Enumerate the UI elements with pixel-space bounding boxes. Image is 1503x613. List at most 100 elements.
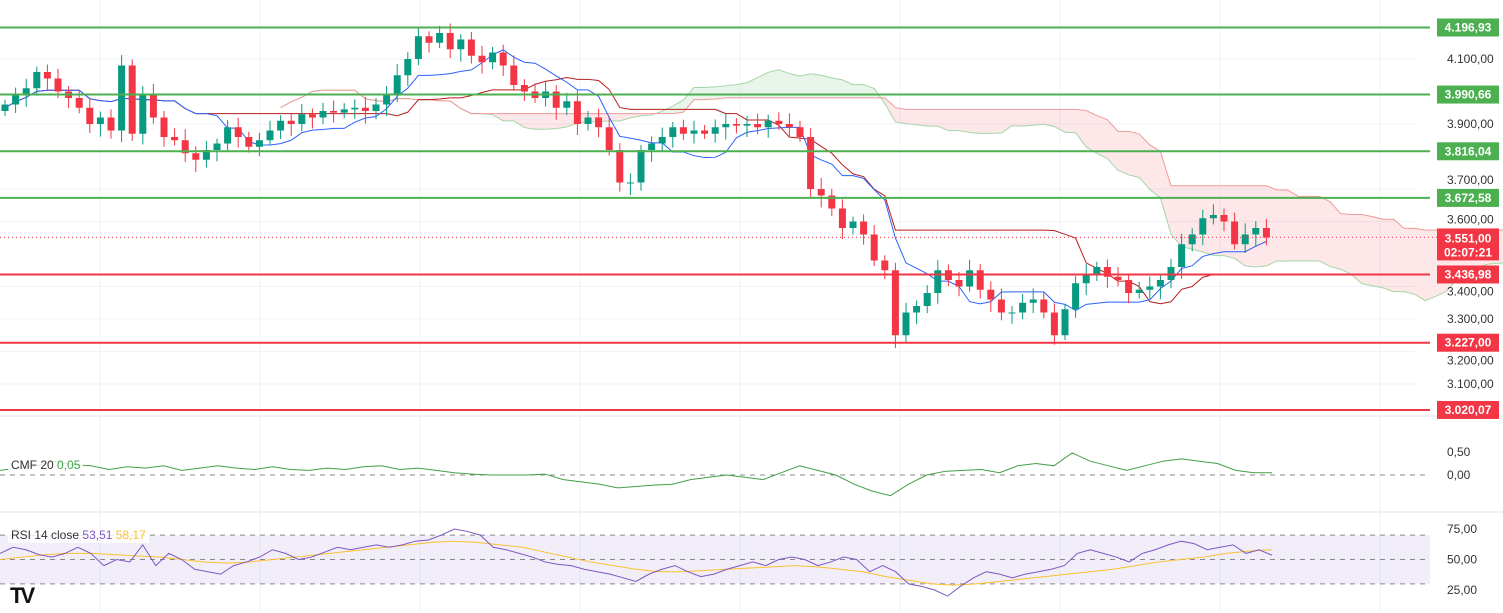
candle-body — [1252, 228, 1260, 235]
ichimoku-cloud-segment — [1234, 185, 1246, 266]
candle-body — [1, 104, 9, 111]
kijun-sen-line — [4, 77, 1267, 305]
candle-body — [149, 94, 157, 118]
ichimoku-cloud-segment — [1383, 219, 1394, 292]
candle-body — [181, 140, 189, 154]
candle-body — [807, 137, 815, 189]
ichimoku-cloud-segment — [842, 79, 853, 98]
candle-body — [351, 107, 359, 110]
candle-body — [1008, 312, 1016, 314]
ichimoku-cloud-segment — [715, 85, 726, 99]
ichimoku-cloud-segment — [1054, 109, 1065, 133]
ichimoku-cloud-segment — [630, 113, 641, 118]
ichimoku-cloud-segment — [1043, 109, 1055, 127]
ichimoku-cloud-segment — [1425, 230, 1436, 301]
ichimoku-cloud-segment — [672, 100, 684, 114]
ichimoku-cloud-segment — [1308, 196, 1320, 261]
rsi-ma-value: 58,17 — [115, 528, 146, 542]
candle-body — [658, 137, 666, 144]
candle-body — [573, 101, 581, 124]
ichimoku-cloud-segment — [1012, 109, 1023, 127]
candle-body — [12, 94, 20, 105]
price-level-label: 3.436,98 — [1445, 267, 1492, 281]
ichimoku-cloud-segment — [1181, 185, 1193, 250]
candle-body — [902, 312, 910, 336]
candle-body — [1188, 234, 1196, 245]
ichimoku-cloud-segment — [927, 109, 938, 127]
ichimoku-cloud-segment — [683, 87, 694, 113]
candle-body — [838, 208, 846, 228]
candle-body — [340, 109, 348, 113]
price-level-label: 3.227,00 — [1445, 336, 1492, 350]
candle-body — [510, 65, 518, 85]
candle-body — [669, 127, 677, 137]
candle-body — [404, 59, 412, 76]
ichimoku-cloud-segment — [1065, 109, 1076, 133]
ichimoku-cloud-segment — [1255, 185, 1267, 267]
price-axis-label: 3.300,00 — [1447, 312, 1494, 326]
price-axis-label: 3.600,00 — [1447, 213, 1494, 227]
ichimoku-cloud-segment — [1499, 230, 1503, 264]
current-price-label: 3.551,00 — [1445, 231, 1492, 245]
senkou-span-a-line — [280, 69, 1503, 302]
candle-body — [245, 137, 253, 147]
ichimoku-cloud-segment — [609, 113, 620, 121]
ichimoku-cloud-segment — [778, 69, 790, 98]
ichimoku-cloud-segment — [906, 109, 917, 125]
candle-body — [764, 120, 772, 128]
cmf-axis-label: 0,00 — [1447, 468, 1471, 482]
candle-body — [1156, 280, 1164, 287]
ichimoku-cloud-segment — [747, 77, 758, 98]
candle-body — [997, 299, 1005, 313]
ichimoku-cloud-segment — [1245, 185, 1256, 267]
cmf-title: CMF 20 — [11, 458, 54, 472]
candle-body — [913, 306, 921, 313]
candle-body — [817, 189, 825, 196]
candle-body — [255, 140, 263, 147]
candle-body — [467, 39, 475, 56]
ichimoku-cloud-segment — [895, 107, 906, 124]
rsi-title: RSI 14 close — [11, 528, 80, 542]
current-price-badge — [1437, 228, 1499, 261]
cmf-legend: CMF 20 0,05 — [8, 457, 84, 473]
price-axis-label: 3.400,00 — [1447, 285, 1494, 299]
candle-body — [489, 52, 497, 63]
candle-body — [1093, 267, 1101, 274]
ichimoku-cloud-segment — [980, 109, 991, 134]
candle-body — [955, 280, 963, 287]
candle-body — [743, 124, 751, 126]
candle-body — [330, 111, 338, 113]
candle-body — [711, 127, 719, 134]
candle-body — [966, 270, 974, 287]
candle-body — [796, 127, 804, 137]
cmf-value: 0,05 — [57, 458, 81, 472]
ichimoku-cloud-segment — [1414, 228, 1426, 301]
price-level-label: 3.990,66 — [1445, 88, 1492, 102]
candle-body — [870, 234, 878, 261]
tenkan-sen-line — [4, 49, 1267, 311]
ichimoku-cloud-segment — [1033, 109, 1044, 126]
ichimoku-cloud-segment — [1107, 119, 1118, 171]
ichimoku-cloud-segment — [1075, 109, 1087, 148]
price-axis-label: 3.100,00 — [1447, 377, 1494, 391]
ichimoku-cloud-segment — [1393, 219, 1405, 292]
candle-body — [277, 120, 285, 131]
rsi-axis-label: 25,00 — [1447, 583, 1477, 597]
candle-body — [1103, 267, 1111, 277]
candle-body — [224, 127, 232, 144]
rsi-legend: RSI 14 close 53,51 58,17 — [8, 527, 149, 543]
candle-body — [881, 260, 889, 271]
ichimoku-cloud-segment — [535, 113, 546, 130]
candle-body — [1209, 215, 1217, 219]
candle-body — [626, 182, 634, 184]
candle-body — [520, 85, 528, 92]
candle-body — [22, 88, 30, 95]
rsi-axis-label: 50,00 — [1447, 553, 1477, 567]
price-level-label: 3.020,07 — [1445, 403, 1492, 417]
candle-body — [1029, 299, 1037, 303]
tradingview-logo: TV — [10, 583, 35, 608]
candle-body — [446, 33, 454, 50]
candle-body — [287, 120, 295, 124]
candle-body — [1178, 244, 1186, 267]
